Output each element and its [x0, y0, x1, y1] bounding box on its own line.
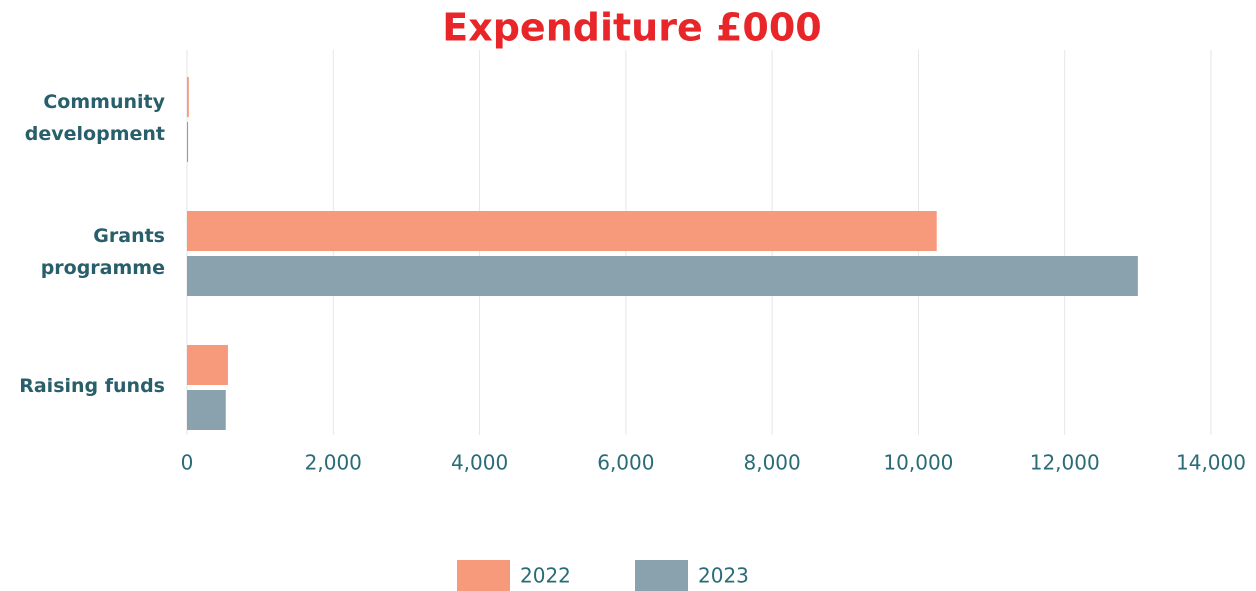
- legend-swatch: [635, 560, 688, 591]
- bar: [187, 77, 189, 117]
- legend-label: 2023: [698, 564, 749, 588]
- x-tick-label: 0: [181, 451, 194, 475]
- y-tick-label: Grants programme: [40, 224, 165, 279]
- x-tick-label: 14,000: [1176, 451, 1246, 475]
- x-tick-label: 2,000: [305, 451, 362, 475]
- x-tick-label: 4,000: [451, 451, 508, 475]
- x-tick-label: 10,000: [883, 451, 953, 475]
- x-tick-label: 6,000: [597, 451, 654, 475]
- chart-title: Expenditure £000: [442, 6, 821, 50]
- bar: [187, 345, 228, 385]
- bar: [187, 256, 1138, 296]
- y-tick-label: Raising funds: [19, 374, 165, 397]
- legend-swatch: [457, 560, 510, 591]
- legend-label: 2022: [520, 564, 571, 588]
- x-tick-label: 12,000: [1030, 451, 1100, 475]
- x-tick-label: 8,000: [744, 451, 801, 475]
- bar: [187, 122, 189, 162]
- bar: [187, 211, 937, 251]
- y-tick-label: Community development: [24, 90, 165, 145]
- bar: [187, 390, 226, 430]
